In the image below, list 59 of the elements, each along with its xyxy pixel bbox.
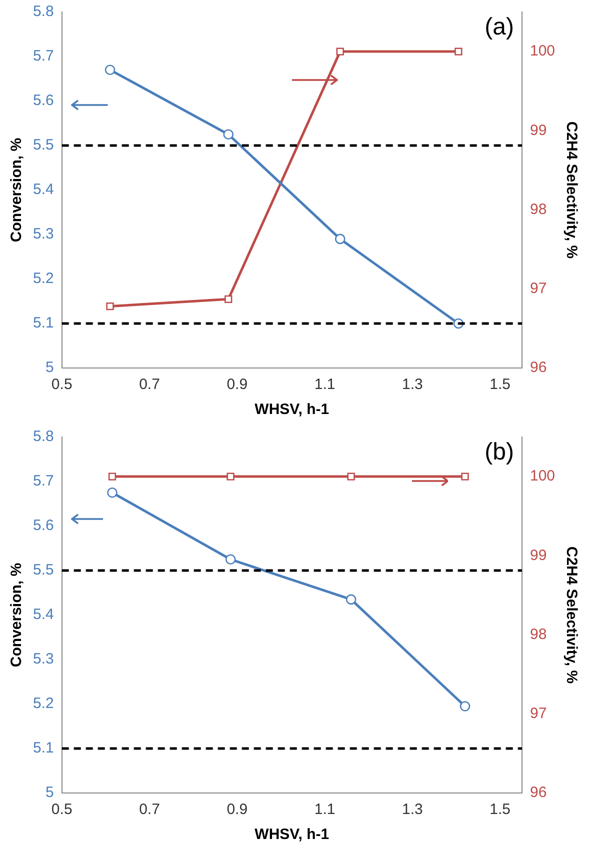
y-tick-label: 5 bbox=[46, 784, 54, 802]
x-axis-title: WHSV, h-1 bbox=[254, 401, 330, 418]
y-tick-label: 5.4 bbox=[32, 606, 54, 624]
point bbox=[225, 554, 236, 565]
y-tick-label: 5.6 bbox=[32, 517, 54, 534]
y2-tick-label: 98 bbox=[530, 200, 547, 218]
y-tick-label: 5.1 bbox=[32, 740, 54, 757]
point bbox=[460, 701, 470, 712]
y2-tick-label: 97 bbox=[530, 280, 547, 298]
y2-axis-title: C2H4 Selectivity, % bbox=[562, 121, 580, 259]
y2-axis-title: C2H4 Selectivity, % bbox=[562, 546, 580, 684]
x-tick-label: 1.3 bbox=[402, 376, 423, 394]
point bbox=[224, 295, 232, 304]
y-tick-label: 5.7 bbox=[32, 472, 54, 490]
y2-tick-label: 100 bbox=[530, 468, 556, 485]
y2-tick-label: 96 bbox=[530, 784, 547, 802]
x-tick-label: 0.9 bbox=[226, 801, 248, 818]
y-tick-label: 5.2 bbox=[32, 270, 54, 288]
y-axis-title: Conversion, % bbox=[8, 562, 26, 668]
x-tick-label: 1.5 bbox=[490, 801, 510, 818]
x-tick-label: 1.1 bbox=[314, 801, 336, 818]
y2-tick-label: 97 bbox=[530, 705, 547, 722]
y2-tick-label: 100 bbox=[530, 42, 556, 60]
x-tick-label: 0.5 bbox=[51, 376, 72, 394]
point bbox=[106, 302, 114, 310]
point bbox=[104, 64, 116, 75]
y2-tick-label: 99 bbox=[530, 546, 547, 564]
x-tick-label: 0.7 bbox=[139, 376, 160, 394]
y-tick-label: 5.5 bbox=[32, 136, 54, 154]
point bbox=[223, 129, 234, 140]
point bbox=[334, 234, 346, 244]
x-axis-title: WHSV, h-1 bbox=[254, 826, 330, 844]
x-tick-label: 1.5 bbox=[490, 376, 510, 394]
x-tick-label: 0.5 bbox=[51, 801, 72, 818]
y2-tick-label: 96 bbox=[530, 359, 547, 376]
y-tick-label: 5 bbox=[46, 359, 54, 376]
y-tick-label: 5.2 bbox=[32, 695, 54, 712]
point bbox=[336, 48, 344, 56]
y2-tick-label: 98 bbox=[530, 626, 547, 643]
chart-title: (b) bbox=[484, 438, 514, 466]
y-tick-label: 5.3 bbox=[32, 226, 54, 243]
x-tick-label: 1.3 bbox=[402, 801, 423, 818]
x-tick-label: 0.9 bbox=[226, 376, 248, 394]
y-tick-label: 5.6 bbox=[32, 92, 54, 110]
y-axis-title: Conversion, % bbox=[8, 138, 26, 242]
point bbox=[107, 487, 118, 498]
y-tick-label: 5.1 bbox=[32, 314, 54, 332]
y-tick-label: 5.5 bbox=[32, 562, 54, 579]
x-tick-label: 1.1 bbox=[314, 376, 336, 394]
y2-tick-label: 99 bbox=[530, 122, 547, 139]
point bbox=[454, 48, 462, 56]
chart-title: (a) bbox=[484, 14, 514, 41]
y-tick-label: 5.8 bbox=[32, 428, 54, 446]
y-tick-label: 5.4 bbox=[32, 181, 54, 198]
x-tick-label: 0.7 bbox=[139, 801, 160, 818]
y-tick-label: 5.7 bbox=[32, 48, 54, 65]
y-tick-label: 5.8 bbox=[32, 3, 54, 20]
y-tick-label: 5.3 bbox=[32, 650, 54, 668]
point bbox=[346, 594, 356, 605]
